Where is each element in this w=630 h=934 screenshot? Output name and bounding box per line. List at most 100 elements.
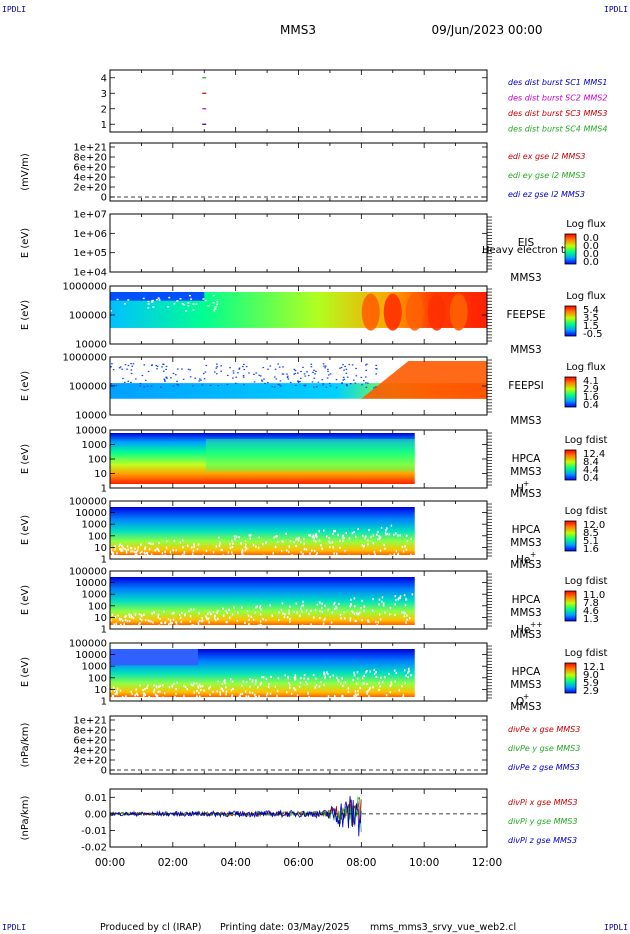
- ylabel-hpca_hepp: E (eV): [20, 585, 31, 615]
- hpca_o-gap-223: [255, 680, 257, 683]
- hpca_he-gap-102: [276, 534, 278, 538]
- hpca_he-gap-2: [140, 543, 142, 546]
- hpca_hepp-gap-53: [147, 619, 150, 622]
- hpca_he-gap-1: [231, 545, 234, 549]
- colorbar-tick-hpca_he-3: 1.6: [583, 544, 599, 555]
- colorbar-tick-hpca_hepp-2: 4.6: [583, 606, 599, 617]
- feepsi-speck-59: [130, 381, 132, 384]
- hpca_he-gap-258: [179, 541, 182, 544]
- hpca_hepp-gap-196: [120, 618, 122, 621]
- ytick-label-burst-2: 3: [101, 89, 107, 100]
- hpca_he-gap-145: [393, 553, 396, 556]
- xtick-label-2: 04:00: [221, 857, 251, 869]
- feepsi-speck-219: [237, 372, 239, 374]
- feepsi-speck-186: [342, 379, 344, 381]
- hpca_hepp-gap-70: [295, 602, 298, 605]
- hpca_hepp-gap-166: [208, 610, 211, 614]
- hpca_he-gap-174: [311, 536, 314, 539]
- hpca_o-gap-7: [299, 681, 302, 684]
- hpca_o-gap-93: [307, 677, 309, 681]
- hpca_hepp-gap-94: [301, 624, 304, 627]
- feepse-gap-20: [192, 309, 195, 311]
- hpca_he-gap-29: [242, 554, 245, 557]
- hpca_o-gap-134: [363, 674, 365, 677]
- hpca_o-gap-99: [146, 686, 148, 689]
- hpca_hepp-gap-60: [241, 606, 243, 609]
- hpca_hepp-gap-64: [402, 611, 405, 614]
- legend-divpe-2: divPe z gse MMS3: [508, 763, 580, 772]
- hpca_o-gap-216: [258, 695, 260, 698]
- feepsi-speck-184: [232, 370, 235, 372]
- hpca_he-gap-64: [144, 546, 147, 549]
- hpca_he-gap-49: [125, 551, 128, 554]
- hpca_he-gap-134: [377, 538, 379, 541]
- hpca_o-gap-244: [367, 689, 369, 693]
- hpca_o-gap-75: [336, 676, 338, 679]
- ytick-label-divpi-0: -0.02: [81, 843, 107, 854]
- date-title: 09/Jun/2023 00:00: [431, 23, 542, 37]
- hpca_hepp-gap-238: [132, 616, 135, 620]
- hpca_o-gap-224: [217, 680, 219, 683]
- hpca_he-gap-228: [364, 537, 366, 540]
- hpca_o-gap-177: [153, 684, 155, 687]
- feepsi-speck-17: [209, 384, 212, 386]
- colorbar-tick-feepsi-0: 4.1: [583, 376, 599, 387]
- hpca_he-gap-40: [205, 549, 208, 552]
- hpca_he-gap-16: [328, 540, 330, 543]
- hpca_hepp-gap-21: [205, 615, 207, 618]
- hpca_o-gap-153: [408, 667, 410, 671]
- hpca_hepp-gap-178: [354, 619, 357, 622]
- ytick-label-hpca_he-0: 1: [101, 555, 107, 566]
- hpca_o-gap-165: [224, 679, 226, 682]
- hpca_o-gap-31: [347, 690, 350, 694]
- hpca_hepp-gap-102: [153, 611, 155, 614]
- hpca_o-gap-112: [142, 692, 145, 695]
- hpca_he-gap-121: [219, 541, 222, 544]
- hpca_o-gap-148: [197, 686, 200, 689]
- feepsi-speck-20: [280, 385, 282, 387]
- hpca_he-gap-256: [303, 548, 306, 551]
- plot-footer: Produced by cl (IRAP) Printing date: 03/…: [100, 922, 516, 933]
- feepse-gap-31: [179, 298, 182, 300]
- hpca_hepp-gap-15: [394, 603, 396, 606]
- species-eis: Heavy electron to: [482, 245, 571, 256]
- hpca_hepp-gap-240: [353, 605, 356, 608]
- hpca_o-gap-77: [119, 689, 122, 692]
- hpca_hepp-gap-8: [216, 611, 218, 614]
- feepsi-speck-175: [315, 370, 317, 372]
- hpca_o-gap-52: [176, 681, 179, 684]
- feepsi-speck-13: [274, 368, 277, 370]
- colorbar-tick-hpca_o-0: 12.1: [583, 662, 605, 673]
- feepsi-speck-183: [327, 370, 329, 372]
- hpca_hepp-gap-7: [124, 618, 127, 622]
- hpca_hepp-gap-212: [350, 603, 352, 606]
- hpca_hepp-gap-225: [197, 621, 200, 624]
- hpca_o-gap-232: [270, 675, 272, 679]
- hpca_hepp-gap-2: [222, 607, 224, 610]
- feepsi-speck-76: [325, 386, 328, 388]
- hpca_o-gap-229: [156, 695, 158, 698]
- hpca_o-gap-65: [294, 675, 296, 679]
- hpca_o-gap-162: [154, 693, 157, 696]
- hpca_o-gap-51: [405, 674, 407, 677]
- hpca_he-gap-186: [130, 550, 132, 553]
- hpca_he-gap-158: [348, 537, 351, 540]
- hpca_he-gap-229: [144, 548, 146, 551]
- hpca_o-gap-204: [353, 694, 355, 698]
- hpca_hepp-gap-188: [356, 612, 358, 615]
- hpca_o-gap-95: [231, 694, 233, 697]
- hpca_o-gap-80: [153, 691, 155, 694]
- feepsi-speck-107: [279, 380, 282, 382]
- hpca_o-gap-88: [395, 671, 398, 675]
- ytick-label-feepsi-2: 1000000: [62, 353, 107, 364]
- hpca_he-gap-240: [287, 550, 290, 554]
- hpca_he-gap-239: [303, 537, 305, 540]
- hpca_o-gap-183: [341, 694, 343, 698]
- feepsi-speck-108: [253, 373, 255, 375]
- feepsi-speck-139: [321, 379, 324, 381]
- feepsi-hot: [361, 361, 487, 399]
- hpca_he-gap-21: [202, 554, 204, 557]
- feepsi-speck-101: [201, 384, 204, 386]
- hpca_he-gap-26: [365, 535, 367, 538]
